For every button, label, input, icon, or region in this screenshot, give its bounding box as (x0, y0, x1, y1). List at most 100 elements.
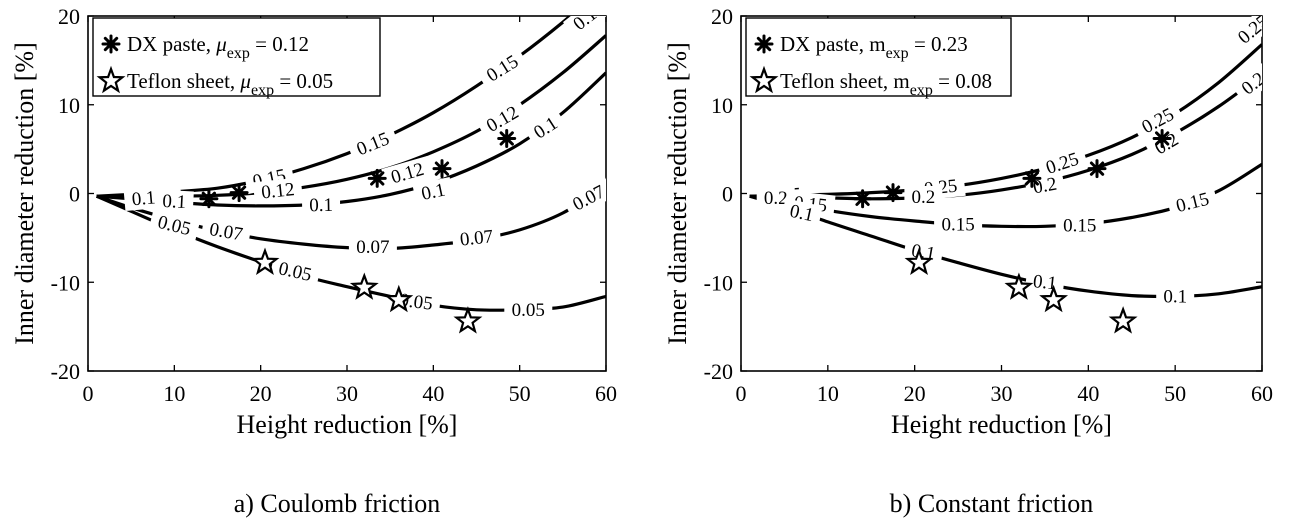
data-point-star (384, 284, 414, 313)
legend-text-part: DX paste, (127, 32, 216, 56)
contour-label-bg (562, 176, 606, 219)
contour-label-bg (381, 155, 434, 191)
data-point-star (904, 247, 934, 275)
legend-symbol: m (869, 32, 885, 56)
contour-label-bg (934, 213, 983, 236)
x-tick-label: 0 (83, 381, 94, 406)
y-tick-label: -10 (704, 270, 733, 295)
y-tick-label: -20 (704, 359, 733, 384)
x-axis-label: Height reduction [%] (891, 410, 1112, 439)
contour-label: 0.07 (208, 219, 244, 245)
legend-box (745, 17, 1012, 97)
contour-label-bg (200, 216, 252, 247)
contour-label-bg (269, 255, 322, 288)
legend-subscript: exp (910, 82, 933, 99)
legend-star-marker (96, 65, 126, 94)
legend-value: = 0.05 (274, 69, 333, 93)
x-tick-label: 20 (250, 381, 272, 406)
y-tick-label: 10 (58, 93, 80, 118)
legend-symbol: μ (215, 32, 227, 56)
contour-label-group: 0.1 (301, 193, 341, 217)
contour-label-bg (476, 97, 529, 141)
contour-label-bg (412, 176, 455, 207)
data-point-star (453, 306, 483, 334)
contour-label-bg (1227, 16, 1262, 54)
contour-label-group: 0.05 (269, 255, 322, 288)
contour-label: 0.05 (156, 212, 193, 240)
plot-content: 0.150.150.150.150.120.120.120.120.120.10… (95, 16, 606, 334)
contour-label: 0.12 (260, 179, 295, 203)
panel-caption: a) Coulomb friction (234, 489, 441, 518)
legend-symbol: μ (239, 69, 251, 93)
contour-label: 0.2 (912, 187, 936, 208)
contour-label: 0.07 (459, 226, 494, 250)
contour-label-group: 0.15 (346, 124, 400, 163)
data-point-star (1108, 306, 1138, 334)
contour-label: 0.1 (788, 201, 816, 226)
contour-label-group: 0.07 (348, 235, 397, 258)
legend-subscript: exp (227, 45, 250, 62)
legend-text-part: Teflon sheet, (127, 69, 240, 93)
contour-label-group: 0.15 (476, 46, 529, 91)
contour-label-bg (1231, 63, 1262, 104)
legend-entry: DX paste, μexp = 0.12 (127, 32, 309, 62)
legend-value: = 0.23 (909, 32, 968, 56)
contour-label: 0.05 (512, 300, 545, 321)
legend-subscript: exp (251, 82, 274, 99)
contour-label: 0.2 (764, 188, 788, 209)
contour-label: 0.1 (162, 191, 187, 213)
contour-label: 0.1 (1032, 271, 1058, 294)
contour-label-group: 0.1 (1156, 285, 1195, 308)
data-point-asterisk (432, 159, 452, 179)
contour-label-group: 0.05 (504, 298, 553, 321)
x-tick-label: 10 (817, 381, 839, 406)
contour-label: 0.1 (1163, 286, 1187, 307)
data-point-asterisk (229, 183, 249, 203)
data-point-star (1004, 272, 1034, 300)
contour-label-group: 0.07 (562, 176, 606, 219)
y-axis-label: Inner diameter reduction [%] (663, 42, 692, 344)
contour-label-bg (1156, 285, 1195, 308)
y-tick-label: -20 (51, 359, 80, 384)
legend-star-marker (749, 65, 779, 94)
legend-entry: Teflon sheet, mexp = 0.08 (780, 69, 992, 99)
contour-label: 0.1 (420, 179, 448, 204)
contour-label-group: 0.1 (780, 198, 823, 228)
y-tick-label: 20 (58, 4, 80, 29)
x-tick-label: 40 (422, 381, 444, 406)
legend-box (92, 17, 381, 97)
contour-label: 0.05 (277, 258, 314, 286)
x-tick-label: 20 (904, 381, 926, 406)
x-tick-label: 10 (163, 381, 185, 406)
contour-label-bg (1036, 145, 1089, 182)
contour-label-bg (1055, 214, 1104, 237)
data-point-asterisk (1087, 159, 1107, 179)
data-point-asterisk (1152, 129, 1172, 148)
contour-label-group: 0.07 (451, 224, 502, 252)
contour-label-bg (504, 298, 553, 321)
y-tick-label: 0 (722, 182, 733, 207)
x-tick-label: 40 (1077, 381, 1099, 406)
data-point-asterisk (367, 168, 387, 188)
contour-label-group: 0.15 (934, 213, 983, 236)
x-axis-label: Height reduction [%] (237, 410, 458, 439)
contour-label-bg (1131, 99, 1185, 142)
data-point-asterisk (497, 129, 517, 148)
panel-caption: b) Constant friction (890, 489, 1094, 518)
contour-label-group: 0.1 (1024, 269, 1065, 296)
y-tick-label: -10 (51, 270, 80, 295)
contour-label-group: 0.2 (904, 186, 943, 208)
y-axis-label: Inner diameter reduction [%] (10, 42, 39, 344)
data-point-star (250, 247, 280, 275)
contour-label-group: 0.15 (1166, 185, 1219, 219)
y-tick-label: 20 (711, 4, 733, 29)
data-point-asterisk (883, 183, 903, 203)
contour-label-bg (451, 224, 502, 252)
data-point-star (1039, 284, 1069, 313)
contour-label-bg (476, 46, 529, 91)
contour-label-group: 0.25 (1227, 16, 1262, 54)
y-tick-label: 0 (69, 182, 80, 207)
